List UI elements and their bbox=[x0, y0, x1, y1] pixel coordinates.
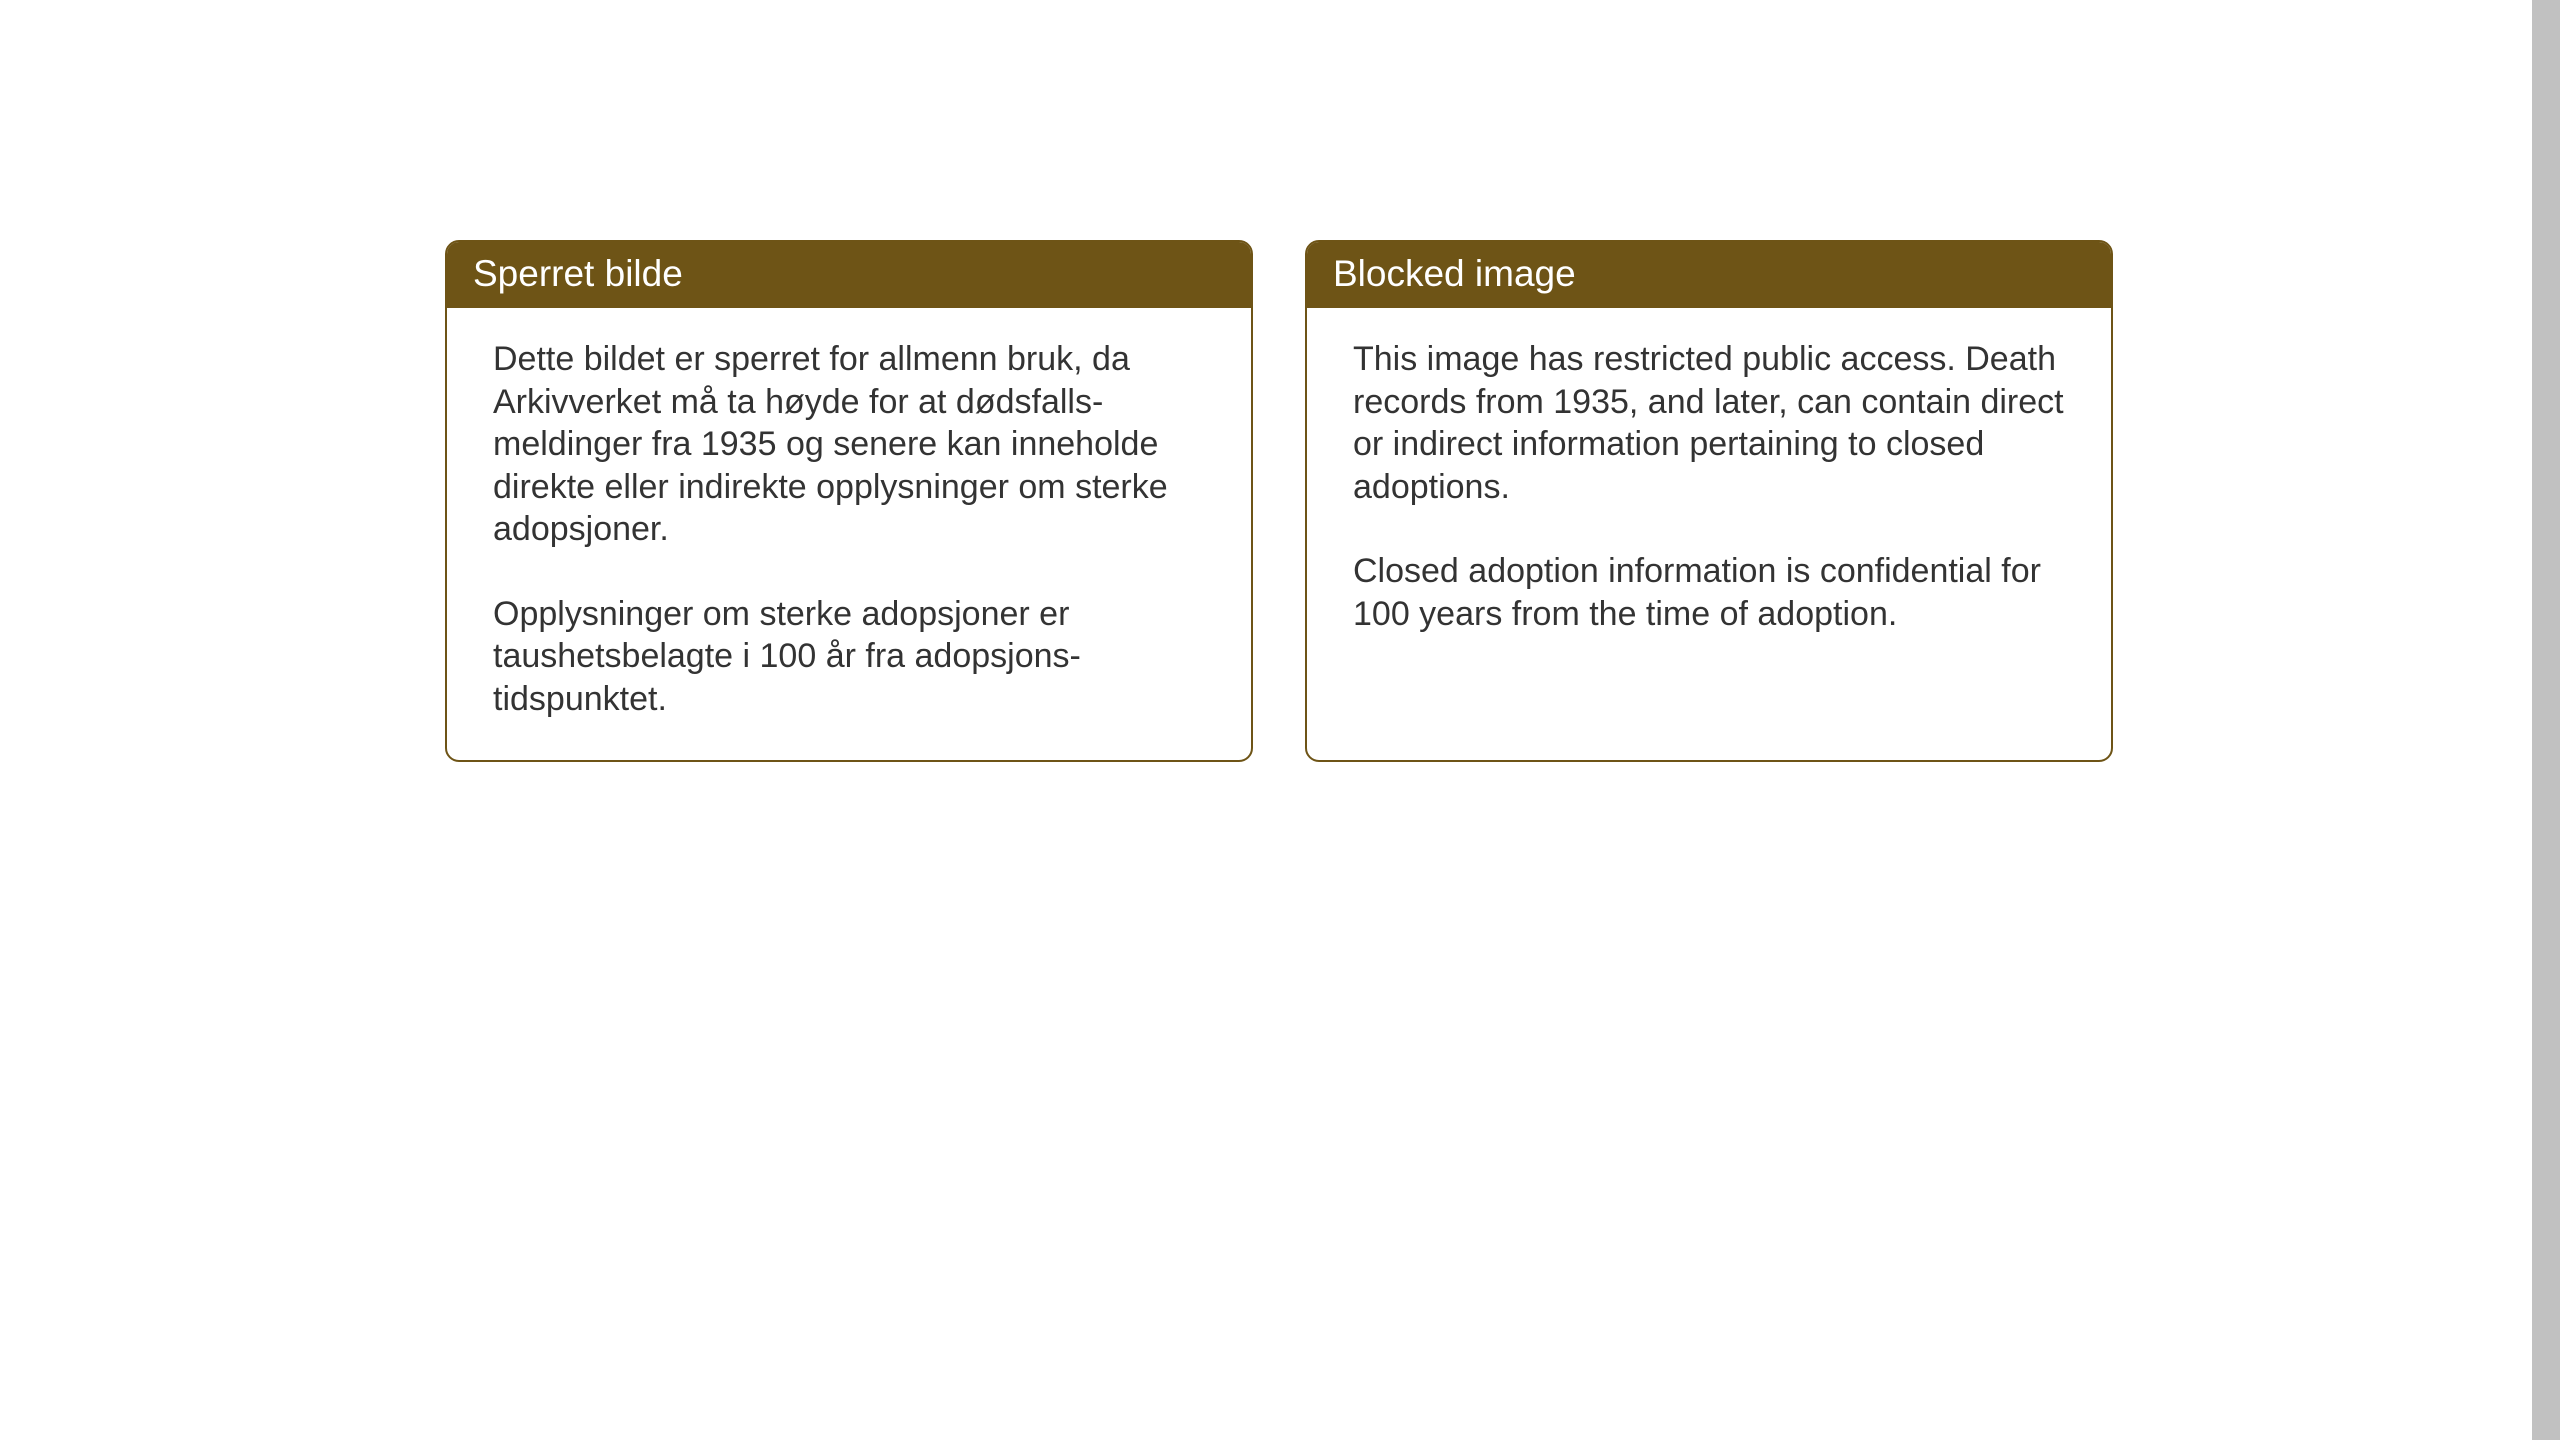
vertical-scrollbar[interactable] bbox=[2532, 0, 2560, 1440]
notice-paragraph: Dette bildet er sperret for allmenn bruk… bbox=[493, 338, 1209, 551]
notice-card-norwegian: Sperret bilde Dette bildet er sperret fo… bbox=[445, 240, 1253, 762]
card-header-norwegian: Sperret bilde bbox=[447, 242, 1251, 308]
scrollbar-thumb[interactable] bbox=[2532, 0, 2560, 1440]
card-body-norwegian: Dette bildet er sperret for allmenn bruk… bbox=[447, 308, 1251, 760]
notice-paragraph: This image has restricted public access.… bbox=[1353, 338, 2069, 508]
notice-card-english: Blocked image This image has restricted … bbox=[1305, 240, 2113, 762]
card-header-english: Blocked image bbox=[1307, 242, 2111, 308]
notice-paragraph: Closed adoption information is confident… bbox=[1353, 550, 2069, 635]
notice-cards-container: Sperret bilde Dette bildet er sperret fo… bbox=[445, 240, 2113, 762]
notice-paragraph: Opplysninger om sterke adopsjoner er tau… bbox=[493, 593, 1209, 721]
card-body-english: This image has restricted public access.… bbox=[1307, 308, 2111, 675]
